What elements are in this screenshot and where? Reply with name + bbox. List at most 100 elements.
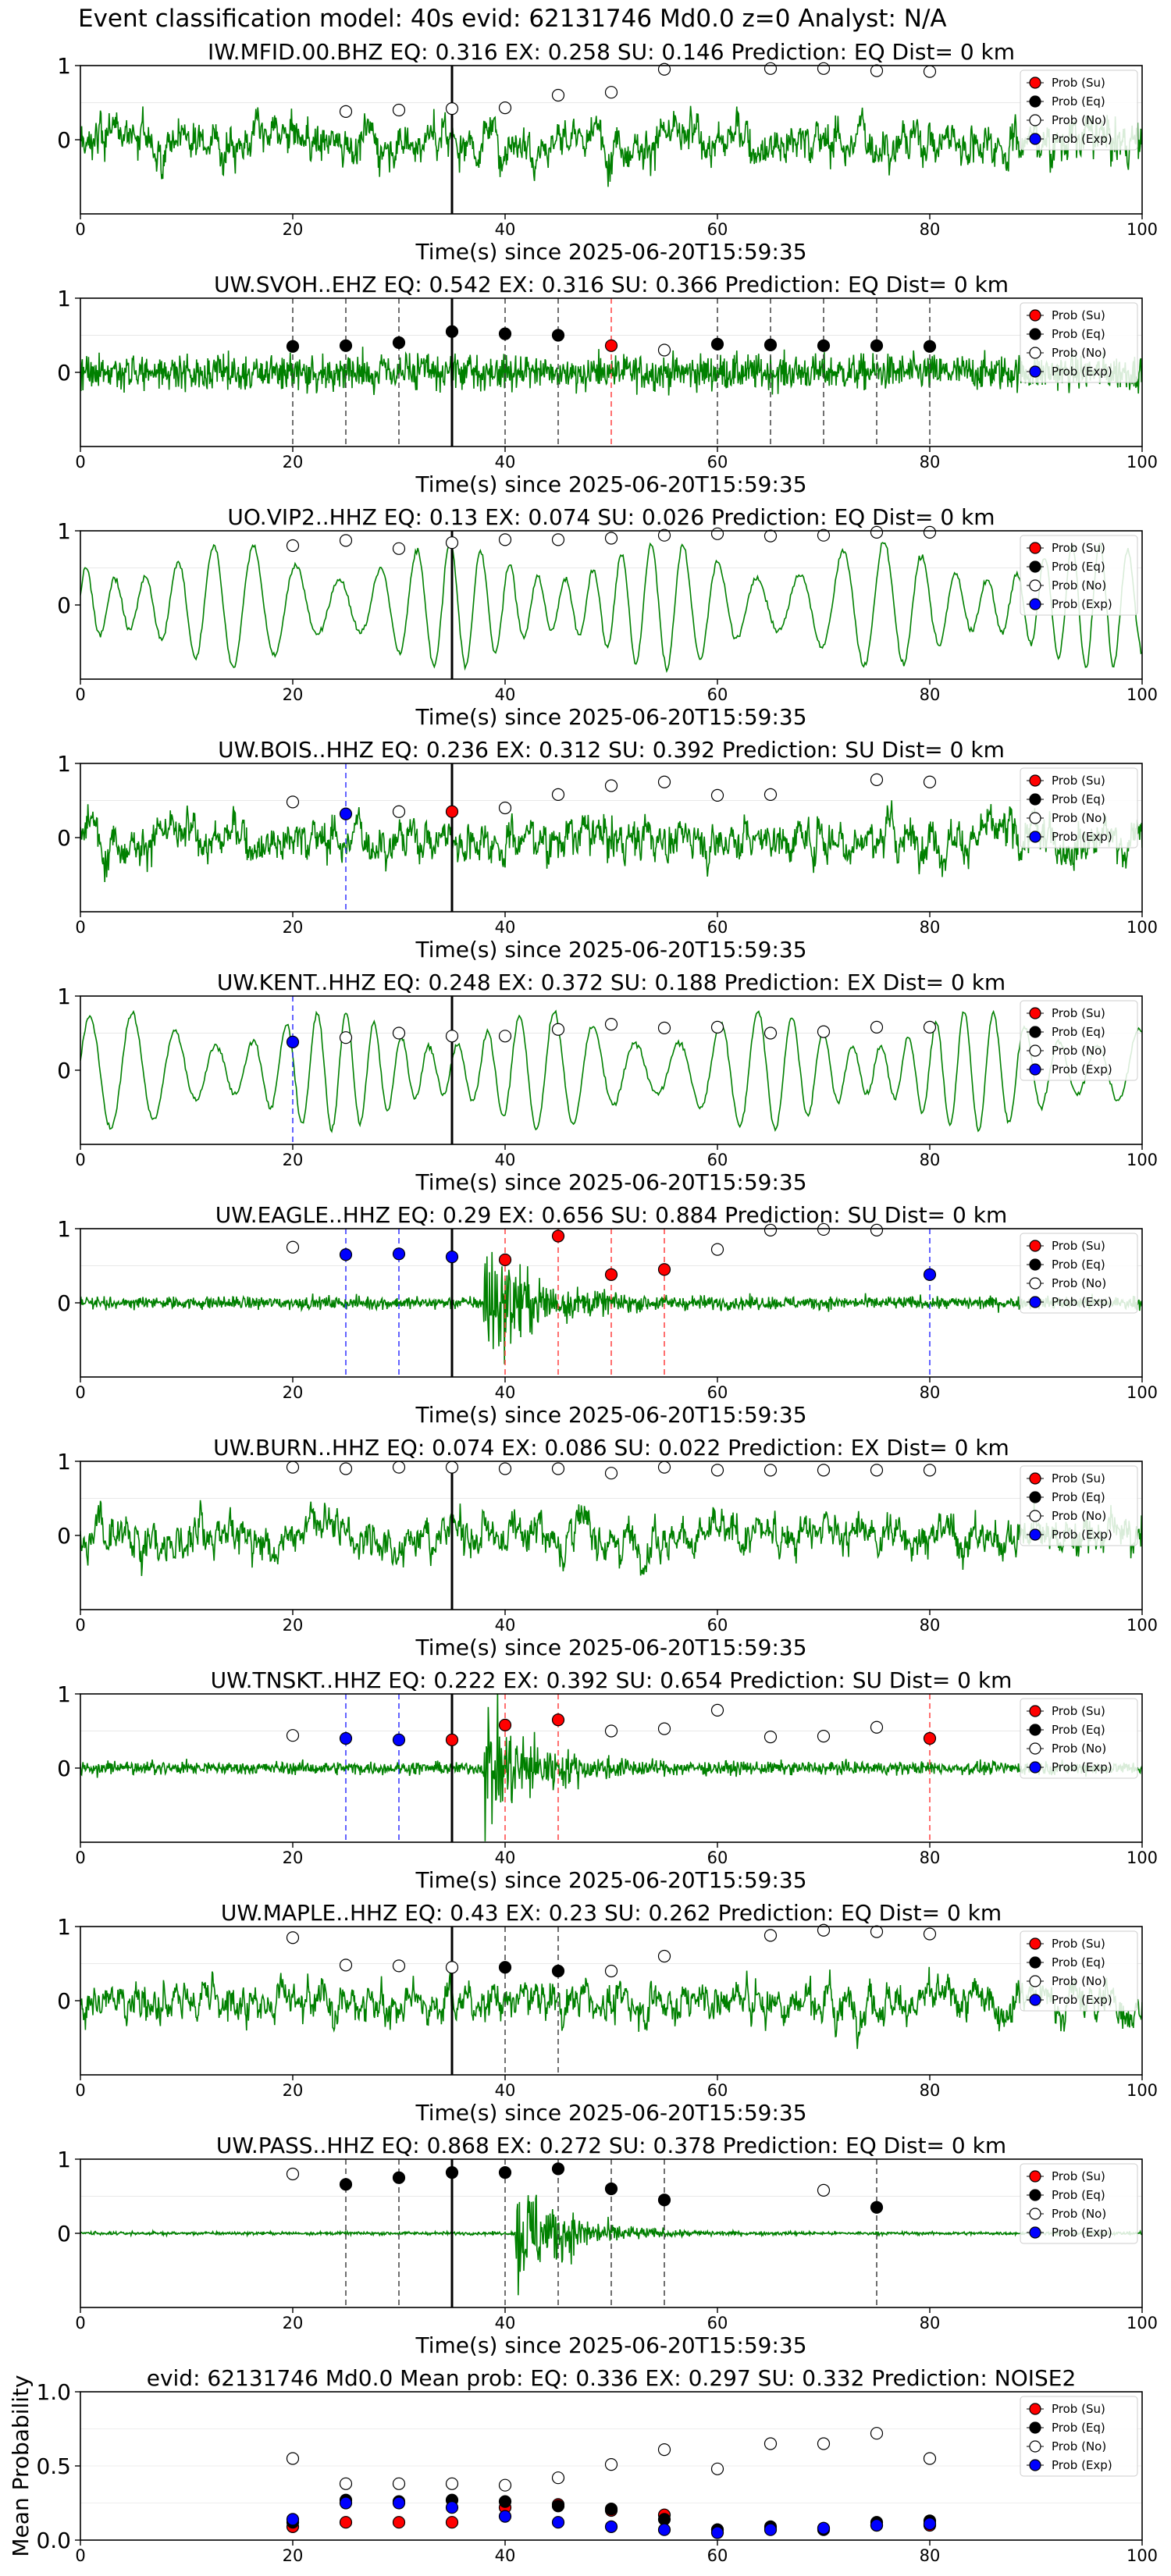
- prob-point-no: [445, 102, 459, 116]
- prob-point-no: [339, 534, 353, 547]
- prob-point-no: [339, 1959, 353, 1972]
- prob-point-no: [870, 773, 884, 787]
- prob-point-no: [498, 533, 512, 546]
- mean-prob-point-no: [870, 2427, 884, 2440]
- legend-label: Prob (Su): [1052, 76, 1105, 90]
- waveform-trace: [80, 1500, 1142, 1576]
- prob-point-no: [710, 527, 724, 540]
- y-tick-label: 0: [57, 592, 71, 618]
- legend-box: [1020, 1930, 1138, 2012]
- mean-prob-point-exp: [445, 2501, 459, 2514]
- prob-point-su: [604, 1268, 618, 1282]
- prob-point-no: [286, 1729, 300, 1742]
- legend-label: Prob (Eq): [1052, 560, 1105, 574]
- prob-point-no: [339, 1462, 353, 1475]
- legend-marker: [1029, 831, 1041, 843]
- prob-point-no: [286, 1931, 300, 1944]
- x-tick-label: 40: [495, 2546, 516, 2565]
- x-tick-label: 40: [495, 918, 516, 937]
- legend-marker: [1029, 1510, 1041, 1522]
- prob-point-no: [710, 1243, 724, 1256]
- legend-label: Prob (No): [1052, 1044, 1106, 1058]
- legend-label: Prob (No): [1052, 2439, 1106, 2453]
- x-tick-label: 60: [707, 1151, 728, 1169]
- prob-point-eq: [445, 2166, 459, 2179]
- prob-point-no: [657, 528, 671, 542]
- legend-marker: [1029, 133, 1041, 145]
- waveform-trace: [80, 1694, 1142, 1841]
- prob-point-su: [923, 1731, 937, 1745]
- legend-marker: [1029, 2459, 1041, 2471]
- y-tick-label: 1: [57, 286, 71, 311]
- x-tick-label: 100: [1127, 918, 1158, 937]
- legend-label: Prob (Su): [1052, 308, 1105, 322]
- x-tick-label: 100: [1127, 2314, 1158, 2332]
- prob-point-su: [551, 1713, 565, 1727]
- prob-point-no: [339, 105, 353, 118]
- legend-marker: [1029, 1026, 1041, 1038]
- legend-marker: [1029, 542, 1041, 554]
- mean-prob-point-exp: [604, 2520, 618, 2533]
- legend-marker: [1029, 1296, 1041, 1308]
- prob-point-no: [763, 788, 778, 802]
- panel-2: UW.SVOH..EHZ EQ: 0.542 EX: 0.316 SU: 0.3…: [57, 272, 1158, 497]
- panel-title: IW.MFID.00.BHZ EQ: 0.316 EX: 0.258 SU: 0…: [208, 39, 1015, 65]
- legend-marker: [1029, 1937, 1041, 1950]
- x-tick-label: 100: [1127, 453, 1158, 471]
- axes-frame: [80, 530, 1143, 680]
- y-axis-label: Mean Probability: [8, 2375, 34, 2556]
- legend-marker: [1029, 1472, 1041, 1485]
- prob-point-no: [445, 1030, 459, 1043]
- panel-1: IW.MFID.00.BHZ EQ: 0.316 EX: 0.258 SU: 0…: [57, 39, 1158, 265]
- legend-label: Prob (Su): [1052, 1239, 1105, 1253]
- x-axis-label: Time(s) since 2025-06-20T15:59:35: [415, 1402, 806, 1428]
- prob-point-no: [286, 539, 300, 553]
- x-tick-label: 80: [920, 220, 941, 239]
- y-tick-label: 1: [57, 1681, 71, 1707]
- prob-point-no: [445, 536, 459, 550]
- x-tick-label: 100: [1127, 1383, 1158, 1402]
- legend-label: Prob (No): [1052, 1276, 1106, 1290]
- legend-label: Prob (Eq): [1052, 1955, 1105, 1969]
- x-tick-label: 20: [283, 1616, 304, 1635]
- panel-3: UO.VIP2..HHZ EQ: 0.13 EX: 0.074 SU: 0.02…: [57, 504, 1158, 730]
- panel-title: UW.SVOH..EHZ EQ: 0.542 EX: 0.316 SU: 0.3…: [214, 272, 1009, 297]
- x-tick-label: 60: [707, 918, 728, 937]
- legend-label: Prob (Eq): [1052, 1723, 1105, 1737]
- panel-10: UW.PASS..HHZ EQ: 0.868 EX: 0.272 SU: 0.3…: [57, 2133, 1158, 2358]
- mean-prob-point-su: [392, 2516, 406, 2529]
- prob-point-no: [710, 788, 724, 802]
- prob-point-no: [657, 1722, 671, 1735]
- mean-prob-point-no: [923, 2452, 937, 2465]
- y-tick-label: 0: [57, 1523, 71, 1549]
- legend-box: [1020, 1233, 1138, 1314]
- legend-marker: [1029, 812, 1041, 824]
- prob-point-su: [604, 339, 618, 352]
- prob-point-no: [710, 1703, 724, 1717]
- prob-point-eq: [657, 2194, 671, 2207]
- prob-point-eq: [445, 325, 459, 338]
- waveform-trace: [80, 1966, 1142, 2049]
- legend-box: [1020, 302, 1138, 383]
- y-tick-label: 0: [57, 360, 71, 386]
- prob-point-no: [763, 1464, 778, 1477]
- prob-point-no: [923, 1464, 937, 1477]
- x-axis-label: Time(s) since 2025-06-20T15:59:35: [415, 2332, 806, 2358]
- prob-point-no: [763, 62, 778, 75]
- mean-prob-point-exp: [657, 2523, 671, 2536]
- legend-label: Prob (Eq): [1052, 1490, 1105, 1504]
- prob-point-no: [923, 525, 937, 539]
- prob-point-no: [710, 1020, 724, 1034]
- x-tick-label: 60: [707, 1383, 728, 1402]
- panel-title: UW.EAGLE..HHZ EQ: 0.29 EX: 0.656 SU: 0.8…: [215, 1202, 1008, 1228]
- x-tick-label: 100: [1127, 1848, 1158, 1867]
- x-tick-label: 100: [1127, 685, 1158, 704]
- legend-marker: [1029, 76, 1041, 89]
- prob-point-no: [657, 1021, 671, 1034]
- x-axis-label: Time(s) since 2025-06-20T15:59:35: [415, 704, 806, 730]
- legend-label: Prob (Su): [1052, 774, 1105, 788]
- x-tick-label: 40: [495, 1616, 516, 1635]
- x-tick-label: 100: [1127, 1616, 1158, 1635]
- x-tick-label: 20: [283, 685, 304, 704]
